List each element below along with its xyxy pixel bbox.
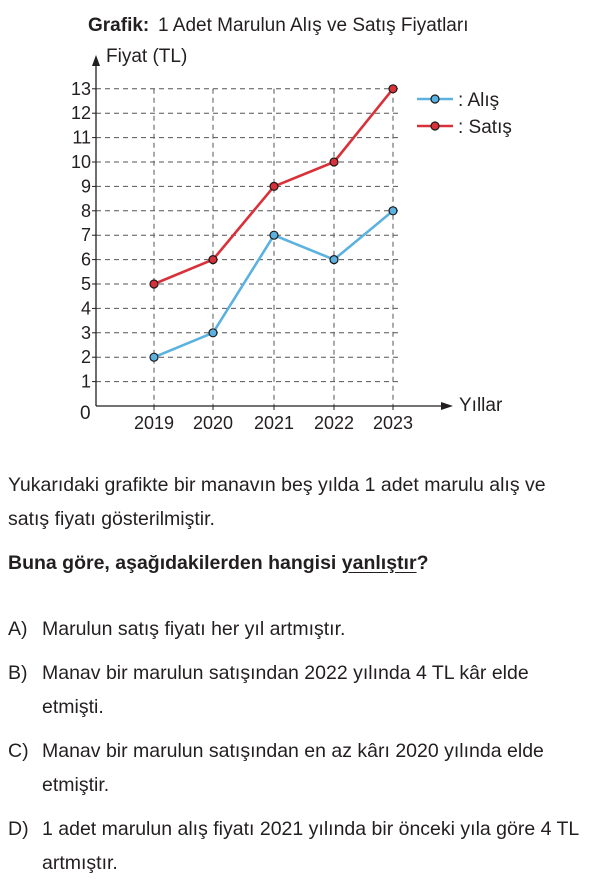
option-a[interactable]: A) Marulun satış fiyatı her yıl artmıştı… (8, 612, 592, 646)
option-letter: C) (8, 740, 29, 762)
legend-marker (430, 121, 440, 131)
data-point (149, 352, 159, 362)
data-point (208, 255, 218, 265)
data-point (149, 279, 159, 289)
data-point (329, 157, 339, 167)
option-letter: A) (8, 618, 28, 640)
y-tick-label: 10 (71, 152, 91, 172)
option-text: Manav bir marulun satışından 2022 yılınd… (42, 662, 529, 718)
legend-label: : Alış (458, 90, 499, 111)
option-d[interactable]: D) 1 adet marulun alış fiyatı 2021 yılın… (8, 812, 592, 880)
data-point (269, 181, 279, 191)
series-layer (149, 84, 398, 362)
y-axis-label: Fiyat (TL) (106, 46, 187, 67)
chart-title-bold: Grafik: (88, 15, 149, 36)
question-emphasis: yanlıştır (341, 552, 417, 574)
option-letter: D) (8, 818, 29, 840)
y-tick-label: 9 (81, 176, 91, 196)
y-tick-label: 12 (71, 103, 91, 123)
y-tick-label: 1 (81, 372, 91, 392)
x-tick-label: 2023 (373, 413, 413, 433)
y-tick-label: 7 (81, 225, 91, 245)
x-tick-label: 2020 (193, 413, 233, 433)
y-tick-label: 2 (81, 347, 91, 367)
legend: : Alış : Satış (417, 90, 512, 138)
y-tick-label: 11 (72, 128, 91, 148)
y-tick-label: 4 (81, 298, 91, 318)
data-point (329, 255, 339, 265)
intro-text: Yukarıdaki grafikte bir manavın beş yıld… (8, 474, 546, 530)
line-chart: Grafik: 1 Adet Marulun Alış ve Satış Fiy… (71, 15, 512, 433)
legend-label: : Satış (458, 117, 512, 138)
data-point (388, 84, 398, 94)
y-axis-arrow (92, 55, 100, 66)
x-tick-label: 2021 (254, 413, 294, 433)
y-tick-label: 8 (81, 201, 91, 221)
option-text: Marulun satış fiyatı her yıl artmıştır. (42, 618, 346, 640)
origin-label: 0 (80, 403, 91, 424)
question-prefix: Buna göre, aşağıdakilerden hangisi (8, 552, 342, 574)
option-c[interactable]: C) Manav bir marulun satışından en az kâ… (8, 734, 592, 802)
y-tick-label: 6 (81, 250, 91, 270)
chart-title: 1 Adet Marulun Alış ve Satış Fiyatları (158, 15, 468, 36)
question-suffix: ? (416, 552, 429, 574)
y-tick-label: 3 (81, 323, 91, 343)
y-tick-label: 13 (71, 79, 91, 99)
x-tick-label: 2019 (134, 413, 174, 433)
x-axis-label: Yıllar (459, 395, 503, 416)
question-text: Buna göre, aşağıdakilerden hangisi yanlı… (8, 546, 590, 580)
data-point (388, 206, 398, 216)
option-b[interactable]: B) Manav bir marulun satışından 2022 yıl… (8, 656, 592, 724)
legend-marker (430, 94, 440, 104)
option-text: 1 adet marulun alış fiyatı 2021 yılında … (42, 818, 579, 874)
data-point (269, 230, 279, 240)
option-letter: B) (8, 662, 28, 684)
x-axis-arrow (441, 402, 453, 410)
data-point (208, 328, 218, 338)
x-tick-label: 2022 (314, 413, 354, 433)
option-text: Manav bir marulun satışından en az kârı … (42, 740, 544, 796)
y-tick-label: 5 (81, 274, 91, 294)
